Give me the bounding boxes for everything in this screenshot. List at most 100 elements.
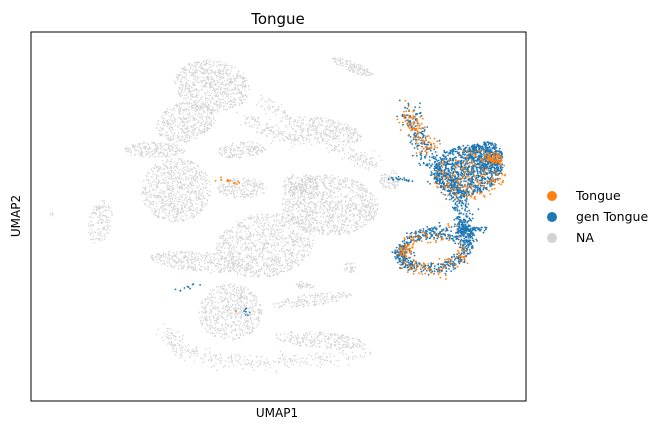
scatter-point [343,124,345,126]
scatter-point [186,184,189,187]
scatter-point [158,123,160,126]
scatter-point [204,85,206,88]
scatter-point [338,131,340,133]
scatter-point [228,94,230,96]
scatter-point [244,94,247,96]
scatter-point [202,101,204,103]
scatter-point [200,67,202,69]
scatter-point [231,66,233,68]
scatter-point [263,249,265,251]
scatter-point [292,209,294,211]
scatter-point [304,245,306,247]
scatter-point [269,265,272,267]
scatter-point [335,187,337,189]
scatter-point [198,100,200,102]
scatter-point [341,149,344,151]
scatter-point [166,125,168,127]
scatter-point [364,206,366,208]
scatter-point [237,153,240,155]
scatter-point [235,179,237,182]
scatter-point [223,244,225,246]
scatter-point [321,227,323,229]
scatter-point [218,260,220,262]
scatter-point [323,175,326,177]
scatter-point [191,212,193,214]
scatter-point [216,105,218,107]
scatter-point [243,218,245,221]
scatter-point [185,196,188,198]
scatter-point [259,187,262,189]
scatter-point [185,135,188,137]
scatter-point [182,131,184,133]
scatter-point [311,119,314,121]
scatter-point [329,222,331,225]
scatter-point [348,67,350,69]
scatter-point [218,152,221,154]
scatter-point [264,272,266,275]
scatter-point [142,180,145,182]
scatter-point [304,250,306,252]
scatter-point [213,110,215,112]
scatter-point [242,95,245,98]
scatter-point [371,157,373,159]
scatter-point [233,247,235,249]
scatter-point [334,58,336,60]
scatter-point [246,148,248,150]
scatter-point [294,261,296,264]
scatter-point [168,112,170,114]
scatter-point [293,218,295,220]
scatter-point [198,122,200,124]
scatter-point [202,76,205,79]
scatter-point [163,167,166,170]
scatter-point [209,102,212,104]
scatter-point [150,185,152,187]
scatter-point [187,130,189,132]
scatter-point [261,256,264,258]
scatter-point [180,181,182,184]
scatter-point [153,212,155,214]
scatter-point [356,222,358,224]
scatter-point [303,182,305,184]
scatter-point [299,203,302,205]
scatter-point [168,125,171,128]
scatter-point [338,122,340,125]
scatter-point [220,70,222,72]
scatter-point [235,87,237,90]
scatter-point [223,189,226,192]
scatter-point [257,261,259,264]
scatter-point [164,112,167,115]
scatter-point [205,116,207,118]
scatter-point [311,245,313,247]
scatter-point [244,122,246,125]
scatter-point [210,125,212,127]
scatter-point [262,254,264,256]
scatter-point [184,94,186,97]
scatter-point [314,177,316,179]
scatter-point [233,250,236,252]
scatter-point [287,181,289,183]
scatter-point [181,206,183,209]
scatter-point [186,167,188,169]
scatter-point [284,217,286,219]
scatter-point [246,189,248,191]
scatter-point [163,119,165,122]
scatter-point [191,95,193,98]
scatter-point [340,199,343,201]
scatter-point [290,238,293,240]
scatter-point [225,190,227,192]
scatter-point [319,208,321,211]
scatter-point [246,184,248,186]
scatter-point [189,120,191,122]
scatter-point [312,202,314,204]
scatter-point [195,194,198,196]
scatter-point [341,209,343,211]
scatter-point [143,191,145,193]
scatter-point [229,80,232,83]
scatter-point [239,143,241,145]
scatter-point [179,113,181,115]
scatter-point [312,214,314,217]
scatter-point [302,203,304,205]
scatter-point [337,186,339,188]
scatter-point [219,192,221,194]
scatter-point [185,69,187,71]
